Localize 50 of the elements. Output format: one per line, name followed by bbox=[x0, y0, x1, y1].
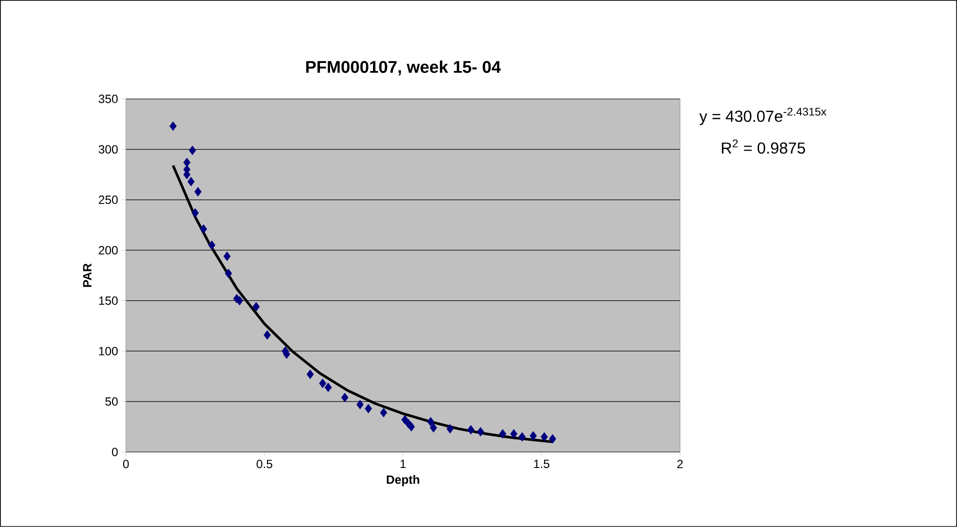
y-axis-title: PAR bbox=[83, 264, 92, 287]
chart-title: PFM000107, week 15- 04 bbox=[306, 60, 501, 76]
point bbox=[169, 121, 177, 131]
y-tick-label: 50 bbox=[105, 397, 118, 406]
point bbox=[530, 431, 537, 441]
x-tick-label: 0.5 bbox=[256, 460, 272, 468]
text: R$^{2}$ = 0.9875 bbox=[722, 140, 806, 154]
y-tick-label: 200 bbox=[98, 246, 118, 254]
point bbox=[430, 423, 438, 433]
y-tick-label: 0 bbox=[112, 448, 118, 456]
point bbox=[200, 224, 208, 234]
y-tick-label: 150 bbox=[99, 296, 118, 305]
point bbox=[264, 330, 271, 340]
point bbox=[401, 415, 409, 424]
x-tick-label: 2 bbox=[677, 460, 683, 468]
point bbox=[364, 404, 372, 414]
point bbox=[319, 378, 326, 388]
text: y = 430.07e$^{-2.4315x}$ bbox=[699, 108, 826, 126]
y-tick-label: 350 bbox=[98, 94, 118, 104]
point bbox=[208, 240, 216, 250]
x-axis-title: Depth bbox=[386, 475, 420, 486]
x-tick-label: 1 bbox=[400, 460, 406, 468]
point bbox=[223, 252, 231, 262]
point bbox=[183, 158, 190, 168]
point bbox=[518, 432, 526, 442]
point bbox=[356, 400, 364, 410]
point bbox=[540, 432, 548, 442]
point bbox=[427, 417, 434, 426]
point bbox=[446, 424, 454, 434]
point bbox=[467, 425, 474, 435]
y-tick-label: 250 bbox=[98, 196, 118, 204]
point bbox=[224, 268, 232, 278]
y-tick-label: 100 bbox=[99, 346, 118, 356]
x-tick-label: 0 bbox=[123, 460, 129, 468]
x-tick-label: 1.5 bbox=[534, 460, 550, 468]
point bbox=[380, 408, 388, 418]
point bbox=[194, 187, 202, 196]
point bbox=[252, 302, 260, 312]
point bbox=[188, 146, 196, 156]
y-tick-label: 300 bbox=[98, 145, 118, 154]
point bbox=[306, 370, 314, 380]
point bbox=[549, 434, 556, 444]
point bbox=[341, 392, 348, 402]
point bbox=[476, 427, 484, 437]
point bbox=[187, 176, 195, 186]
point bbox=[192, 208, 199, 218]
point bbox=[324, 382, 332, 392]
point bbox=[499, 429, 506, 439]
point bbox=[408, 422, 415, 432]
point bbox=[510, 429, 518, 439]
